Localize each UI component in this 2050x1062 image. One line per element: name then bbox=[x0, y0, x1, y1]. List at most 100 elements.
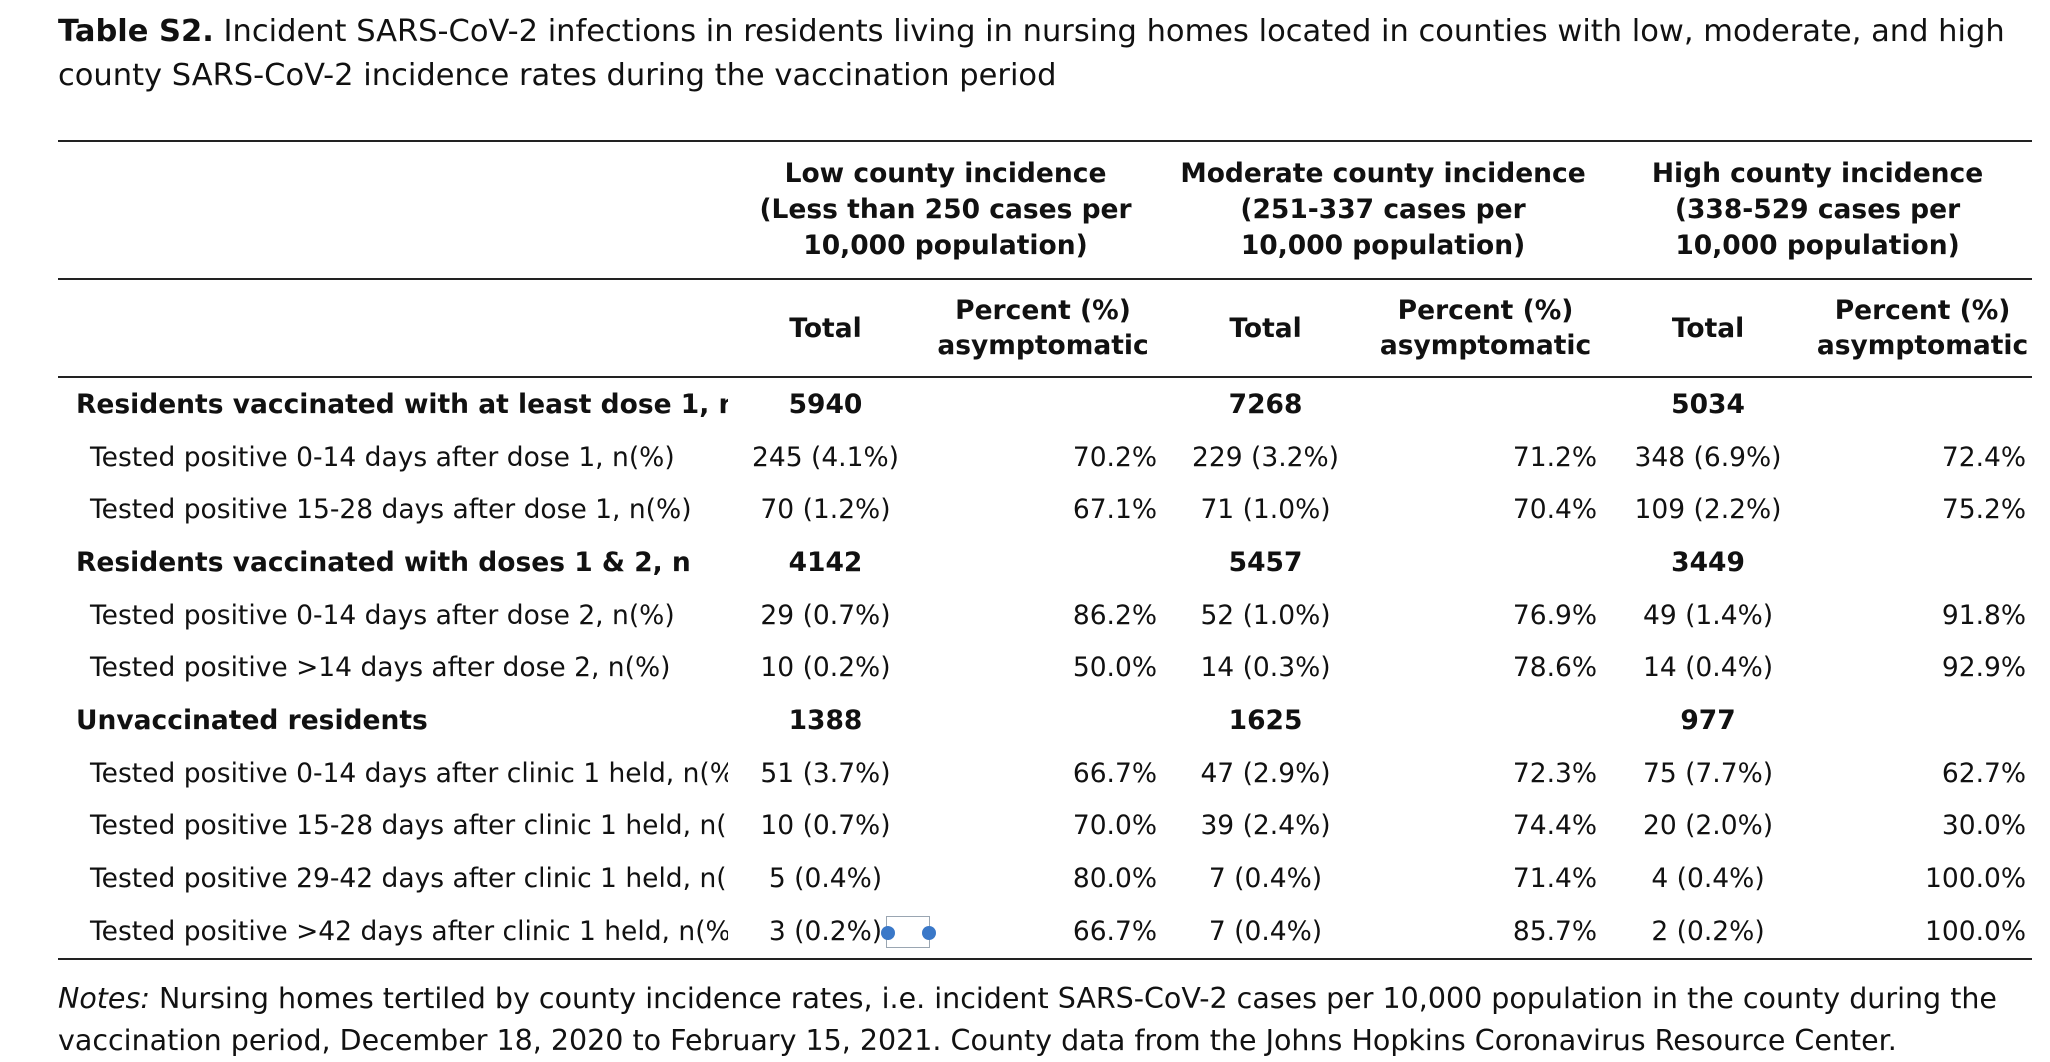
table-row: Tested positive >14 days after dose 2, n… bbox=[58, 641, 2032, 694]
subheader-percent-line2: asymptomatic bbox=[1816, 330, 2029, 361]
cell-total: 20 (2.0%) bbox=[1642, 810, 1774, 842]
cell-percent-asymptomatic: 62.7% bbox=[1941, 757, 2027, 789]
cell-total: 348 (6.9%) bbox=[1634, 441, 1782, 473]
table-row: Tested positive 0-14 days after dose 2, … bbox=[58, 589, 2032, 642]
subheader-percent-line2: asymptomatic bbox=[937, 330, 1149, 361]
sub-header-row: Total Percent (%) asymptomatic Total Per… bbox=[58, 279, 2033, 378]
cell-percent-asymptomatic: 50.0% bbox=[1072, 652, 1158, 684]
cell-total: 7 (0.4%) bbox=[1163, 904, 1369, 960]
subheader-percent-line1: Percent (%) bbox=[1397, 295, 1574, 326]
cell-total: 5457 bbox=[1228, 546, 1303, 578]
cell-percent-asymptomatic: 75.2% bbox=[1941, 494, 2027, 526]
cell-percent-asymptomatic: 100.0% bbox=[1924, 863, 2027, 895]
table-row: Tested positive 0-14 days after dose 1, … bbox=[58, 431, 2032, 484]
row-label: Unvaccinated residents bbox=[76, 704, 428, 736]
cell-percent-asymptomatic: 100.0% bbox=[1813, 904, 2033, 960]
group-header-line1: Moderate county incidence bbox=[1180, 158, 1586, 189]
cell-percent-asymptomatic: 80.0% bbox=[1072, 863, 1158, 895]
cell-percent-asymptomatic: 30.0% bbox=[1941, 810, 2027, 842]
group-header-low: Low county incidence (Less than 250 case… bbox=[728, 140, 1164, 280]
cell-total: 75 (7.7%) bbox=[1642, 757, 1774, 789]
section-row: Residents vaccinated with doses 1 & 2, n… bbox=[58, 536, 2032, 589]
cell-total: 1625 bbox=[1228, 704, 1303, 736]
cell-total: 14 (0.3%) bbox=[1200, 652, 1331, 684]
cell-total: 1388 bbox=[788, 704, 863, 736]
cell-percent-asymptomatic: 67.1% bbox=[1072, 494, 1158, 526]
cell-total: 5034 bbox=[1671, 388, 1745, 420]
cell-percent-asymptomatic bbox=[1813, 694, 2032, 747]
group-header-line3: 10,000 population) bbox=[1675, 230, 1960, 261]
cell-percent-asymptomatic: 76.9% bbox=[1512, 599, 1598, 631]
row-label: Residents vaccinated with at least dose … bbox=[76, 388, 728, 420]
subheader-percent: Percent (%) asymptomatic bbox=[1813, 279, 2033, 378]
table-row: Tested positive 0-14 days after clinic 1… bbox=[58, 747, 2032, 800]
cell-percent-asymptomatic: 74.4% bbox=[1512, 810, 1598, 842]
section-row: Unvaccinated residents 1388 1625 977 bbox=[58, 694, 2032, 747]
cell-percent-asymptomatic: 66.7% bbox=[1072, 757, 1158, 789]
table-caption: Table S2. Incident SARS-CoV-2 infections… bbox=[58, 10, 2018, 98]
cell-total: 977 bbox=[1680, 704, 1736, 736]
group-header-line1: Low county incidence bbox=[784, 158, 1107, 189]
row-label: Tested positive 15-28 days after clinic … bbox=[90, 810, 728, 842]
group-header-line2: (338-529 cases per bbox=[1674, 194, 1961, 225]
cell-total: 4142 bbox=[788, 546, 863, 578]
cell-total: 39 (2.4%) bbox=[1200, 810, 1331, 842]
cell-total: 29 (0.7%) bbox=[760, 599, 891, 631]
row-label: Tested positive 0-14 days after clinic 1… bbox=[90, 757, 728, 789]
table-row: Tested positive 15-28 days after dose 1,… bbox=[58, 483, 2032, 536]
subheader-total: Total bbox=[728, 279, 923, 378]
cell-total: 52 (1.0%) bbox=[1200, 599, 1331, 631]
caption-label: Table S2. bbox=[58, 14, 214, 49]
notes-text: Nursing homes tertiled by county inciden… bbox=[58, 982, 1997, 1057]
group-header-line2: (Less than 250 cases per bbox=[759, 194, 1132, 225]
cell-percent-asymptomatic: 92.9% bbox=[1941, 652, 2027, 684]
group-header-line2: (251-337 cases per bbox=[1240, 194, 1526, 225]
group-header-line3: 10,000 population) bbox=[803, 230, 1088, 261]
row-label: Tested positive 15-28 days after dose 1,… bbox=[90, 494, 692, 526]
cell-total: 10 (0.2%) bbox=[760, 652, 891, 684]
cell-percent-asymptomatic: 72.4% bbox=[1941, 441, 2027, 473]
selection-handle-start-icon[interactable] bbox=[881, 926, 895, 940]
cell-total: 7 (0.4%) bbox=[1208, 863, 1323, 895]
cell-total: 71 (1.0%) bbox=[1200, 494, 1331, 526]
cell-total: 47 (2.9%) bbox=[1200, 757, 1331, 789]
cell-percent-asymptomatic bbox=[923, 694, 1163, 747]
notes-label: Notes: bbox=[58, 982, 150, 1015]
subheader-percent: Percent (%) asymptomatic bbox=[923, 279, 1164, 378]
cell-percent-asymptomatic bbox=[923, 377, 1163, 431]
subheader-percent-line1: Percent (%) bbox=[1834, 295, 2011, 326]
cell-percent-asymptomatic bbox=[1368, 536, 1603, 589]
section-row: Residents vaccinated with at least dose … bbox=[58, 377, 2032, 431]
incidence-table: Low county incidence (Less than 250 case… bbox=[58, 140, 2033, 960]
cell-total: 10 (0.7%) bbox=[760, 810, 891, 842]
cell-total: 7268 bbox=[1228, 388, 1303, 420]
cell-percent-asymptomatic: 70.4% bbox=[1512, 494, 1598, 526]
row-label: Residents vaccinated with doses 1 & 2, n bbox=[76, 546, 691, 578]
cell-total: 14 (0.4%) bbox=[1642, 652, 1774, 684]
subheader-percent-line2: asymptomatic bbox=[1379, 330, 1592, 361]
subheader-blank-cell bbox=[58, 279, 728, 378]
cell-percent-asymptomatic bbox=[1813, 377, 2032, 431]
cell-percent-asymptomatic: 66.7% bbox=[923, 904, 1164, 960]
cell-total: 5 (0.4%) bbox=[768, 863, 883, 895]
cell-total: 4 (0.4%) bbox=[1651, 863, 1765, 895]
cell-total: 3449 bbox=[1671, 546, 1745, 578]
header-blank-cell bbox=[58, 140, 728, 280]
group-header-high: High county incidence (338-529 cases per… bbox=[1603, 140, 2033, 280]
group-header-line3: 10,000 population) bbox=[1240, 230, 1526, 261]
cell-total: 2 (0.2%) bbox=[1603, 904, 1814, 960]
cell-percent-asymptomatic bbox=[1368, 694, 1603, 747]
cell-percent-asymptomatic bbox=[1368, 377, 1603, 431]
row-label: Tested positive >42 days after clinic 1 … bbox=[58, 904, 728, 960]
cell-percent-asymptomatic: 78.6% bbox=[1512, 652, 1598, 684]
subheader-total: Total bbox=[1163, 279, 1369, 378]
cell-total: 245 (4.1%) bbox=[751, 441, 899, 473]
subheader-percent: Percent (%) asymptomatic bbox=[1368, 279, 1604, 378]
table-row: Tested positive >42 days after clinic 1 … bbox=[58, 904, 2033, 960]
cell-percent-asymptomatic: 70.0% bbox=[1072, 810, 1158, 842]
cell-total: 3 (0.2%) bbox=[728, 904, 923, 960]
selection-handle-end-icon[interactable] bbox=[922, 926, 936, 940]
group-header-moderate: Moderate county incidence (251-337 cases… bbox=[1163, 140, 1604, 280]
cell-percent-asymptomatic: 72.3% bbox=[1512, 757, 1598, 789]
